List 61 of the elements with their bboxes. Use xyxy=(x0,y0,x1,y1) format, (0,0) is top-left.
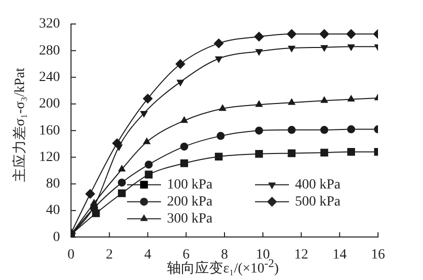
point xyxy=(319,28,330,39)
point xyxy=(144,160,153,169)
point xyxy=(180,142,188,151)
point xyxy=(255,49,263,56)
legend-label: 300 kPa xyxy=(167,211,214,226)
point xyxy=(140,111,148,118)
point xyxy=(180,159,188,168)
y-tick-label: 160 xyxy=(39,123,60,138)
x-tick-label: 4 xyxy=(144,247,152,262)
y-axis-title: 主应力差σ₁-σ₃/kPat xyxy=(11,68,29,182)
point xyxy=(254,32,264,42)
legend-label: 100 kPa xyxy=(167,177,214,192)
point xyxy=(175,58,186,69)
point xyxy=(288,46,296,52)
point xyxy=(214,152,223,160)
point xyxy=(118,189,126,198)
point xyxy=(176,80,184,86)
y-tick-label: 0 xyxy=(53,230,60,245)
point xyxy=(180,116,188,123)
x-tick-label: 0 xyxy=(68,247,74,262)
y-tick-label: 80 xyxy=(46,176,60,192)
point xyxy=(347,125,356,134)
legend-label: 200 kPa xyxy=(167,194,214,210)
y-tick-label: 240 xyxy=(39,70,60,85)
point xyxy=(255,100,263,107)
point xyxy=(286,28,297,39)
point xyxy=(320,148,328,156)
point xyxy=(214,38,224,48)
point xyxy=(118,178,126,187)
y-tick-label: 120 xyxy=(39,150,60,165)
point xyxy=(118,164,126,172)
x-tick-label: 12 xyxy=(294,247,308,262)
point xyxy=(218,104,226,111)
point xyxy=(288,149,296,158)
point xyxy=(288,126,296,134)
legend-label: 400 kPa xyxy=(295,177,342,192)
point xyxy=(320,96,328,103)
point xyxy=(142,94,153,104)
y-tick-label: 40 xyxy=(46,203,60,218)
point xyxy=(214,56,223,64)
point xyxy=(347,94,356,102)
legend-label: 500 kPa xyxy=(295,194,342,210)
point xyxy=(347,44,356,52)
point xyxy=(346,28,356,39)
point xyxy=(288,98,296,105)
point xyxy=(255,150,263,158)
point xyxy=(255,126,264,135)
x-tick-label: 14 xyxy=(332,247,347,262)
point xyxy=(144,170,153,178)
y-tick-label: 200 xyxy=(39,96,60,112)
y-tick-label: 320 xyxy=(39,16,60,32)
point xyxy=(347,148,356,156)
point xyxy=(142,137,151,144)
point xyxy=(85,188,96,199)
x-tick-label: 2 xyxy=(106,247,113,262)
point xyxy=(216,132,225,140)
x-tick-label: 16 xyxy=(371,247,385,262)
y-tick-label: 280 xyxy=(39,43,60,58)
point xyxy=(320,126,328,134)
point xyxy=(320,45,328,52)
point xyxy=(92,209,100,218)
